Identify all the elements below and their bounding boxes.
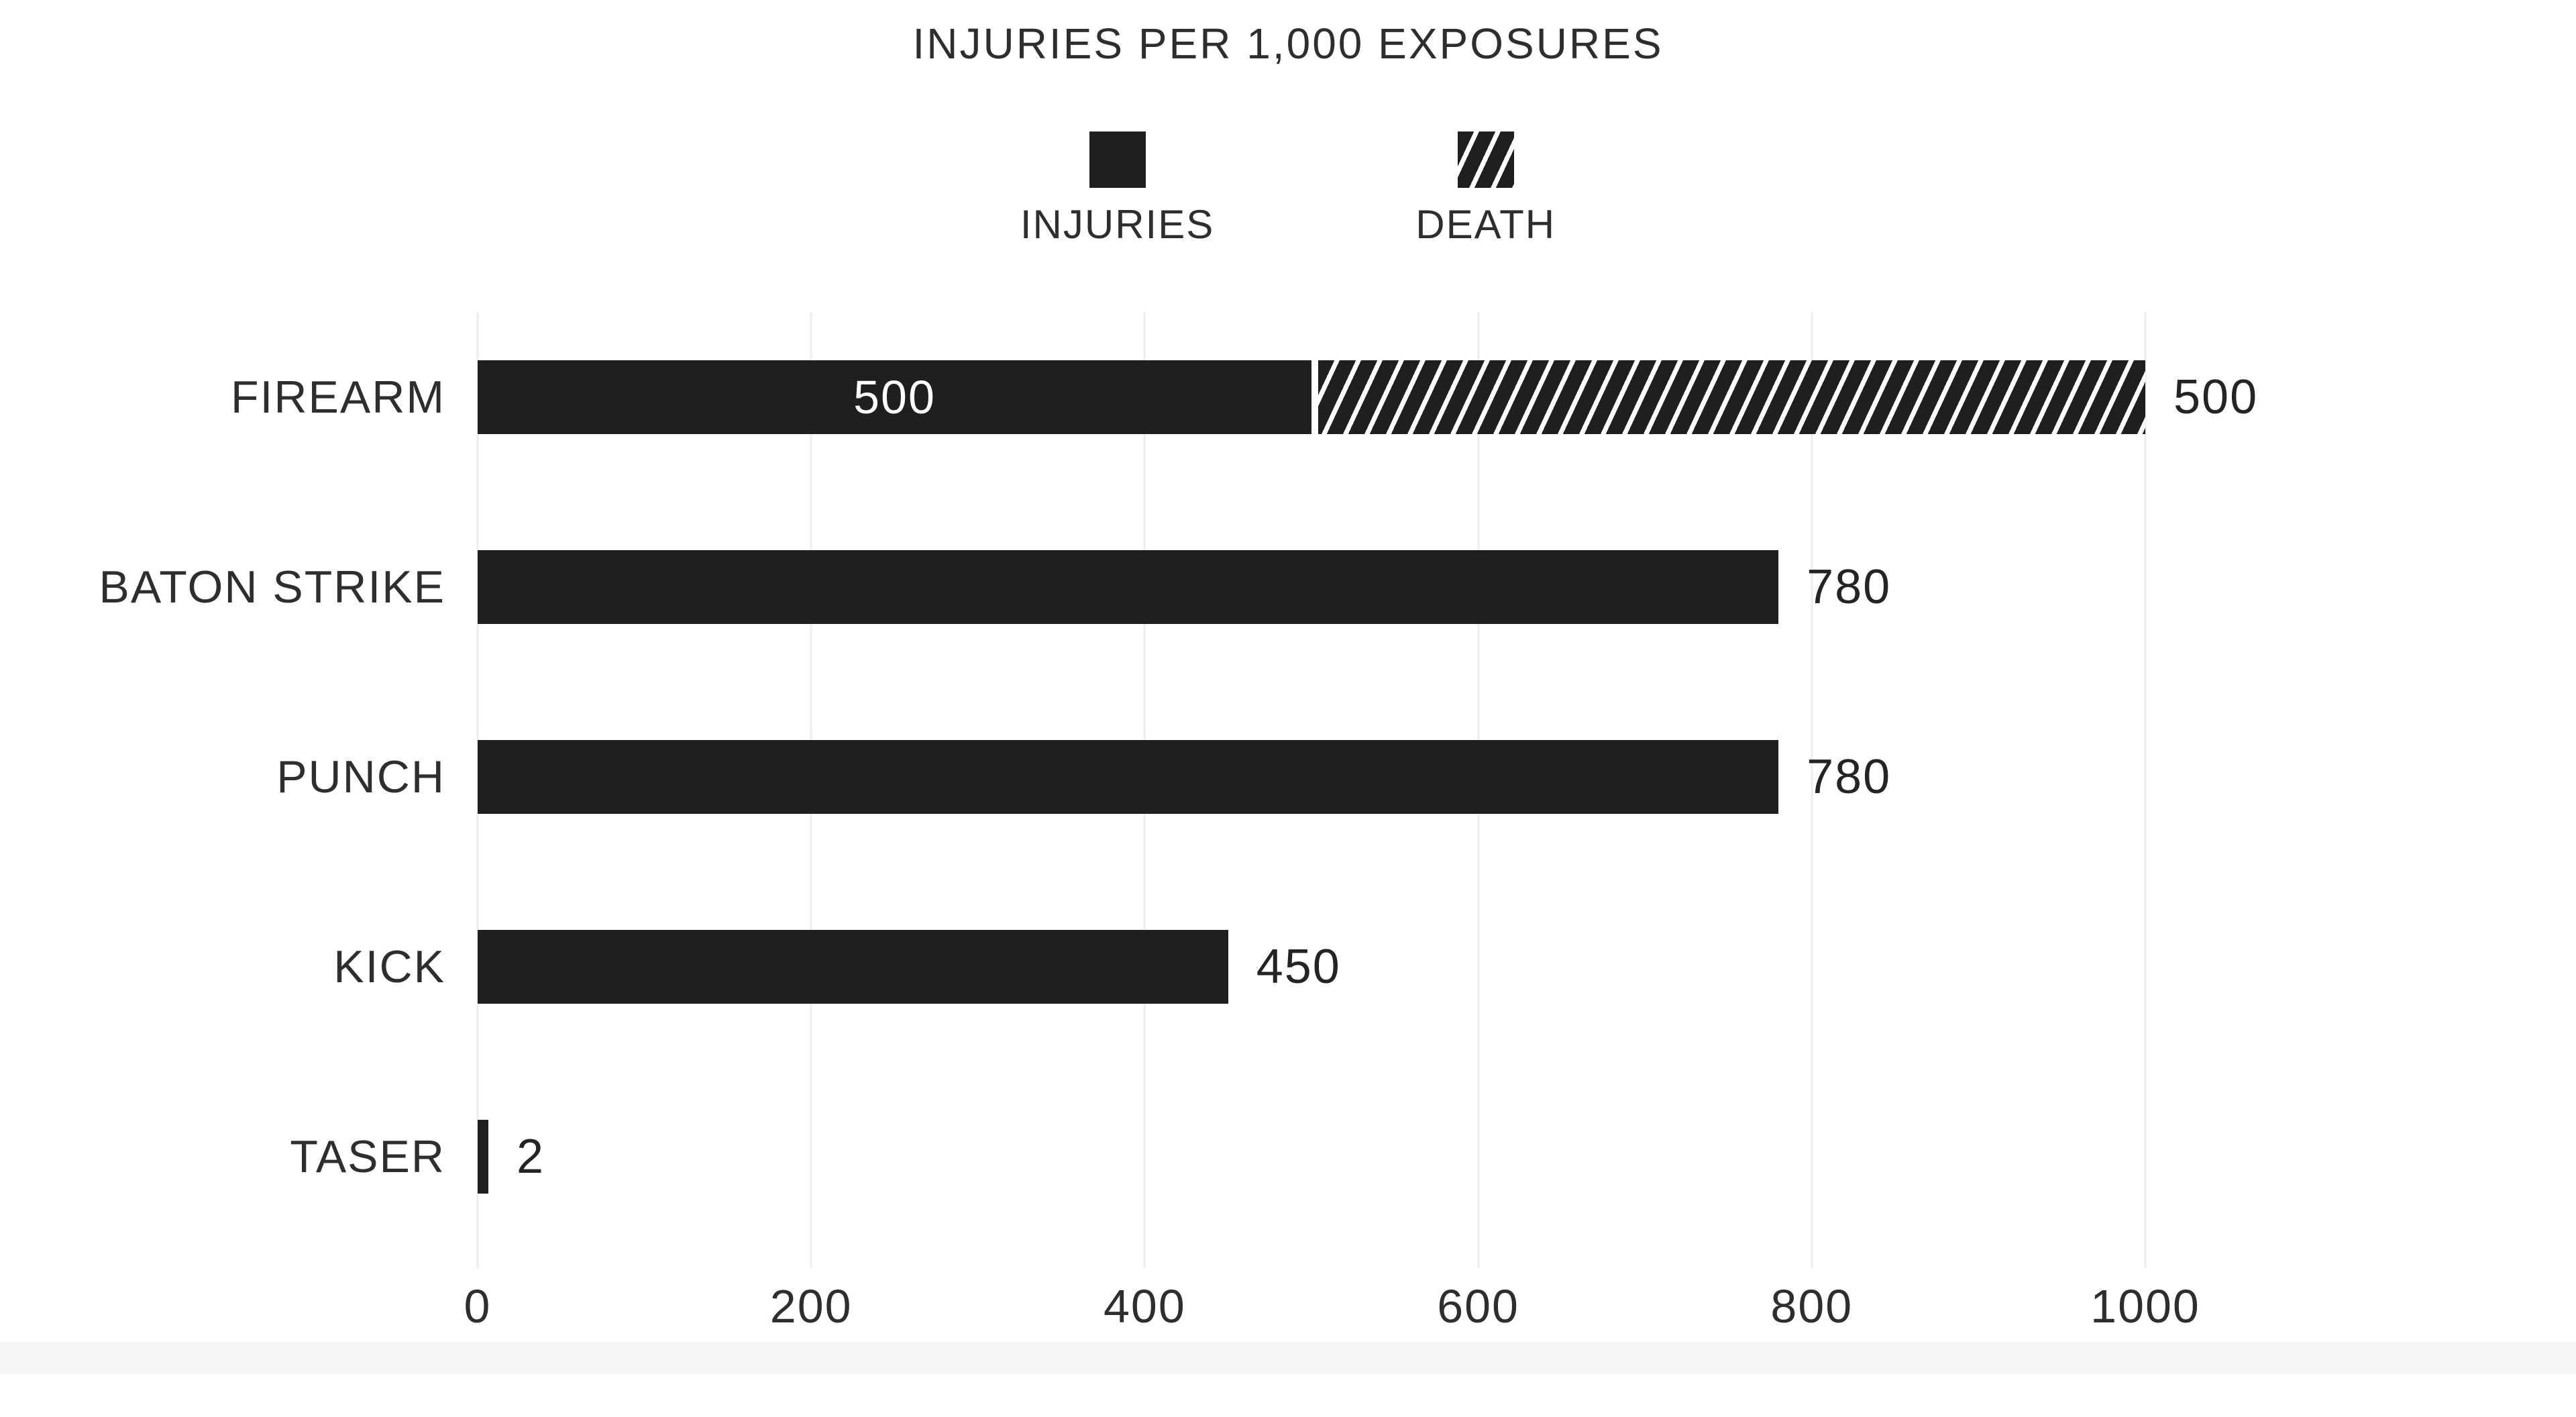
bar-value-label: 2 xyxy=(517,1129,545,1184)
legend-label-injuries: INJURIES xyxy=(1020,202,1215,247)
category-label: TASER xyxy=(290,1131,445,1182)
legend-swatch-death-icon xyxy=(1457,132,1514,188)
chart-title: INJURIES PER 1,000 EXPOSURES xyxy=(912,19,1664,68)
bar-segment-injuries xyxy=(478,549,1779,624)
category-label: FIREARM xyxy=(231,371,445,423)
bar-segment-death xyxy=(1311,360,2145,434)
bar-line: 2 xyxy=(478,1119,2145,1194)
x-tick-label: 600 xyxy=(1437,1280,1519,1332)
bar-value-inside: 500 xyxy=(853,370,936,423)
bar-value-label: 780 xyxy=(1807,560,1892,614)
category-label: BATON STRIKE xyxy=(99,561,445,613)
legend-item-injuries: INJURIES xyxy=(1020,132,1214,248)
legend-swatch-injuries-icon xyxy=(1089,132,1146,188)
plot-area: 0 200 400 600 800 1000 FIREARM 500 500 BATON STRI… xyxy=(99,302,2257,1332)
bar-row: KICK 450 xyxy=(333,872,2145,1061)
category-label: KICK xyxy=(333,941,445,992)
x-tick-label: 1000 xyxy=(2090,1280,2200,1332)
bar-line: 780 xyxy=(478,739,2145,814)
x-tick-label: 200 xyxy=(769,1280,853,1332)
bar-line: 780 xyxy=(478,549,2145,624)
footer-band xyxy=(0,1342,2576,1374)
bar-segment-injuries xyxy=(478,929,1228,1004)
gridline xyxy=(2144,312,2147,1268)
bar-value-label: 500 xyxy=(2174,370,2259,424)
bar-row: BATON STRIKE 780 xyxy=(99,492,2145,682)
bar-segment-injuries xyxy=(478,1119,488,1194)
bar-row: TASER 2 xyxy=(290,1061,2145,1251)
x-tick-label: 400 xyxy=(1103,1280,1186,1332)
bar-value-label: 450 xyxy=(1256,939,1341,994)
legend-label-death: DEATH xyxy=(1415,202,1556,247)
category-label: PUNCH xyxy=(276,751,445,802)
bar-line: 500 500 xyxy=(478,360,2257,434)
legend-item-death: DEATH xyxy=(1415,132,1556,248)
bar-line: 450 xyxy=(478,929,2145,1004)
bar-row: FIREARM 500 500 xyxy=(231,302,2257,492)
legend: INJURIES DEATH xyxy=(0,132,2576,248)
bar-segment-injuries: 500 xyxy=(478,360,1311,434)
x-tick-label: 800 xyxy=(1770,1280,1854,1332)
gridline xyxy=(1811,312,1813,1268)
bar-row: PUNCH 780 xyxy=(276,682,2145,872)
x-tick-label: 0 xyxy=(464,1280,492,1332)
bar-segment-injuries xyxy=(478,739,1779,814)
bar-value-label: 780 xyxy=(1807,749,1892,804)
